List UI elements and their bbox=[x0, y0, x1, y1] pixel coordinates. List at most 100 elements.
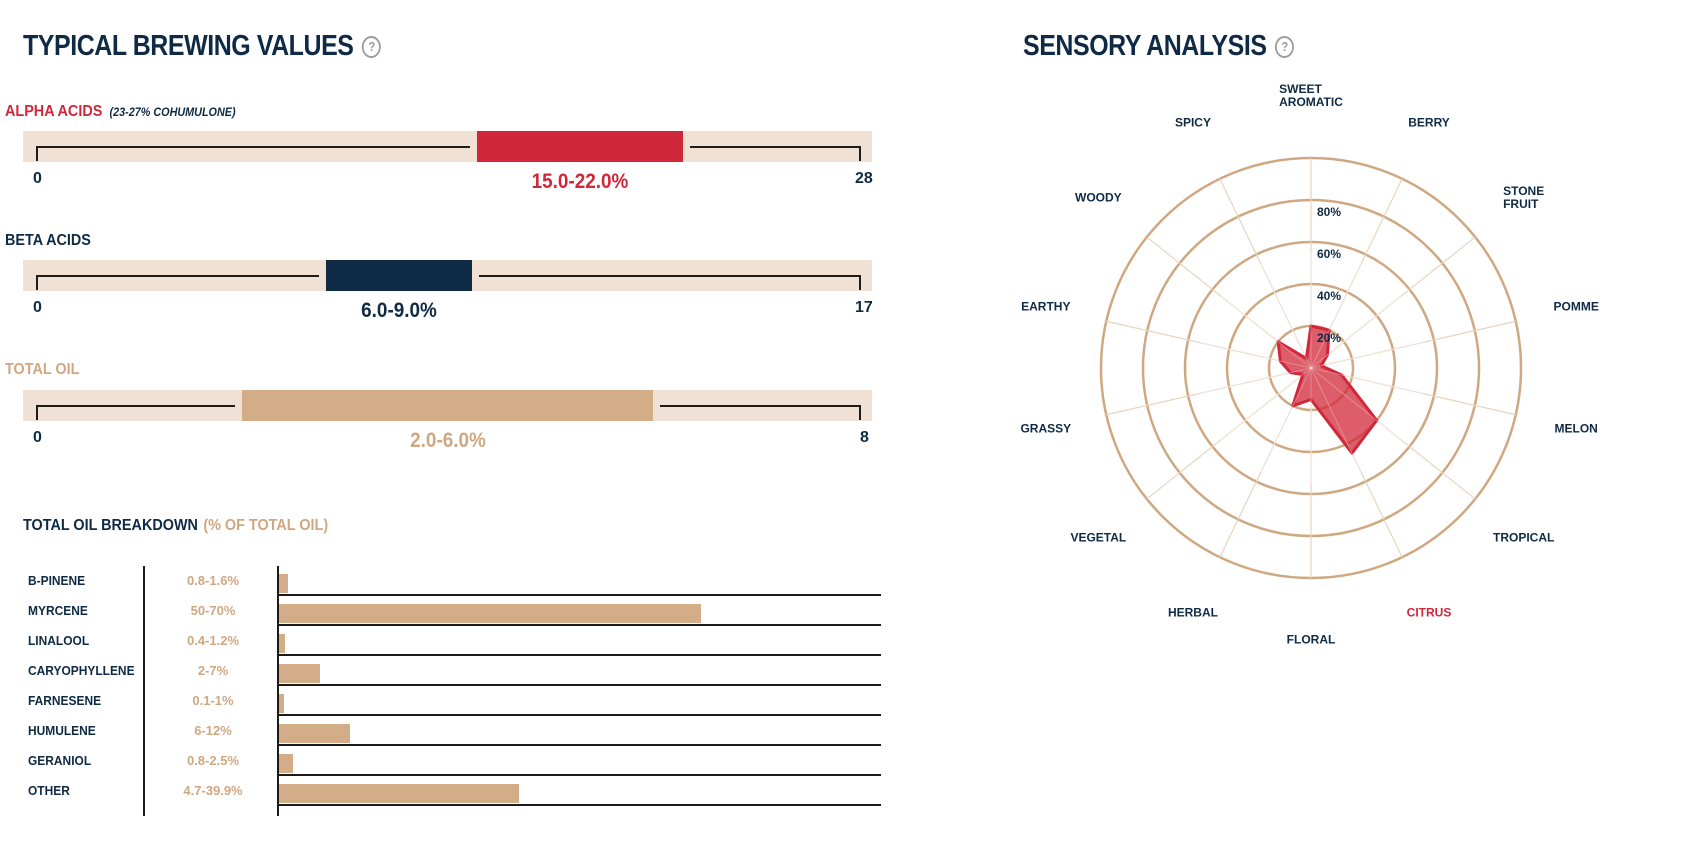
table-row: LINALOOL 0.4-1.2% bbox=[23, 626, 883, 656]
radar-category-label: HERBAL bbox=[1167, 605, 1218, 620]
help-icon[interactable]: ? bbox=[362, 36, 382, 58]
radar-spoke bbox=[1310, 367, 1476, 500]
radar-ring bbox=[1183, 240, 1439, 496]
table-row: MYRCENE 50-70% bbox=[23, 596, 883, 626]
range-line-left bbox=[36, 275, 320, 277]
oil-name: OTHER bbox=[28, 783, 70, 798]
bar-axis bbox=[277, 566, 279, 816]
radar-spoke bbox=[1310, 367, 1403, 558]
radar-spoke bbox=[1106, 367, 1312, 416]
radar-spoke-overlay bbox=[1310, 367, 1424, 395]
radar-series-area bbox=[1276, 324, 1379, 455]
range-line-right bbox=[478, 275, 859, 277]
oil-range: 0.8-2.5% bbox=[186, 753, 240, 768]
radar-spoke-overlay bbox=[1260, 367, 1312, 473]
radar-tick-label: 20% bbox=[1317, 331, 1341, 345]
radar-ring bbox=[1267, 324, 1355, 412]
radar-category-label: CITRUS bbox=[1406, 605, 1452, 620]
oil-name: MYRCENE bbox=[28, 603, 88, 618]
radar-ring bbox=[1225, 282, 1397, 454]
range-line-right bbox=[689, 146, 859, 148]
beta-max-label: 17 bbox=[855, 299, 873, 316]
oil-bar bbox=[278, 784, 519, 803]
beta-acids-label: BETA ACIDS bbox=[5, 232, 91, 249]
radar-category-label: BERRY bbox=[1408, 115, 1450, 130]
beta-min-label: 0 bbox=[33, 299, 42, 316]
row-baseline bbox=[277, 684, 881, 686]
oil-bar bbox=[278, 574, 288, 593]
help-icon[interactable]: ? bbox=[1275, 36, 1295, 58]
oil-bar bbox=[278, 724, 351, 743]
cohumulone-note: (23-27% COHUMULONE) bbox=[109, 105, 236, 119]
oil-range: 0.8-1.6% bbox=[186, 573, 240, 588]
table-row: B-PINENE 0.8-1.6% bbox=[23, 566, 883, 596]
oil-bar bbox=[278, 664, 321, 683]
radar-spoke bbox=[1310, 367, 1516, 416]
radar-category-label: VEGETAL bbox=[1070, 530, 1127, 545]
brewing-title: TYPICAL BREWING VALUES? bbox=[23, 30, 382, 63]
range-tick-max bbox=[859, 146, 861, 161]
table-row: OTHER 4.7-39.9% bbox=[23, 776, 883, 806]
range-line-left bbox=[36, 405, 235, 407]
table-row: HUMULENE 6-12% bbox=[23, 716, 883, 746]
name-column-divider bbox=[143, 566, 145, 816]
oil-name: FARNESENE bbox=[28, 693, 102, 708]
radar-spoke-overlay bbox=[1198, 367, 1312, 395]
oil-range: 2-7% bbox=[197, 663, 229, 678]
oil-bar bbox=[278, 604, 701, 623]
range-fill bbox=[241, 390, 654, 421]
range-tick-min bbox=[36, 146, 38, 161]
oil-name: LINALOOL bbox=[28, 633, 90, 648]
radar-spoke-overlay bbox=[1310, 367, 1402, 441]
range-line-right bbox=[660, 405, 859, 407]
radar-spoke bbox=[1106, 320, 1312, 369]
oil-min-label: 0 bbox=[33, 429, 42, 446]
range-tick-max bbox=[859, 275, 861, 290]
row-baseline bbox=[277, 744, 881, 746]
range-tick-max bbox=[859, 405, 861, 420]
table-row: GERANIOL 0.8-2.5% bbox=[23, 746, 883, 776]
beta-value-label: 6.0-9.0% bbox=[361, 299, 437, 322]
oil-breakdown-title: TOTAL OIL BREAKDOWN (% OF TOTAL OIL) bbox=[23, 517, 328, 535]
radar-tick-label: 60% bbox=[1317, 247, 1341, 261]
oil-name: GERANIOL bbox=[28, 753, 92, 768]
total-oil-label: TOTAL OIL bbox=[5, 361, 80, 378]
sensory-title-text: SENSORY ANALYSIS bbox=[1023, 30, 1267, 62]
row-baseline bbox=[277, 774, 881, 776]
range-fill bbox=[476, 131, 683, 162]
radar-category-label: EARTHY bbox=[1021, 299, 1071, 314]
radar-spoke-overlay bbox=[1310, 295, 1402, 369]
oil-bar bbox=[278, 634, 286, 653]
radar-tick-label: 40% bbox=[1317, 289, 1341, 303]
range-tick-min bbox=[36, 275, 38, 290]
radar-category-label: SWEET AROMATIC bbox=[1279, 82, 1343, 109]
oil-breakdown-title-text: TOTAL OIL BREAKDOWN bbox=[23, 517, 198, 534]
radar-category-label: TROPICAL bbox=[1492, 530, 1555, 545]
alpha-acids-name: ALPHA ACIDS bbox=[5, 103, 103, 120]
range-fill bbox=[326, 260, 472, 291]
row-baseline bbox=[277, 804, 881, 806]
radar-spoke-overlay bbox=[1310, 341, 1424, 369]
table-row: CARYOPHYLLENE 2-7% bbox=[23, 656, 883, 686]
oil-name: HUMULENE bbox=[28, 723, 96, 738]
sensory-title: SENSORY ANALYSIS? bbox=[1023, 30, 1295, 63]
radar-category-label: STONE FRUIT bbox=[1503, 184, 1545, 212]
radar-spoke bbox=[1146, 367, 1312, 500]
oil-bar bbox=[278, 694, 285, 713]
oil-name: CARYOPHYLLENE bbox=[28, 663, 135, 678]
radar-spoke-overlay bbox=[1260, 263, 1312, 369]
oil-bar bbox=[278, 754, 294, 773]
radar-spoke bbox=[1310, 178, 1403, 369]
radar-tick-label: 80% bbox=[1317, 205, 1341, 219]
alpha-value-label: 15.0-22.0% bbox=[531, 170, 629, 193]
alpha-acids-label: ALPHA ACIDS (23-27% COHUMULONE) bbox=[5, 103, 236, 121]
radar-category-label: WOODY bbox=[1074, 190, 1122, 205]
range-tick-min bbox=[36, 405, 38, 420]
radar-ring bbox=[1099, 156, 1523, 580]
table-row: FARNESENE 0.1-1% bbox=[23, 686, 883, 716]
row-baseline bbox=[277, 594, 881, 596]
radar-category-label: GRASSY bbox=[1020, 421, 1072, 436]
radar-spoke bbox=[1146, 236, 1312, 369]
radar-spoke-overlay bbox=[1220, 295, 1312, 369]
radar-ring bbox=[1141, 198, 1481, 538]
